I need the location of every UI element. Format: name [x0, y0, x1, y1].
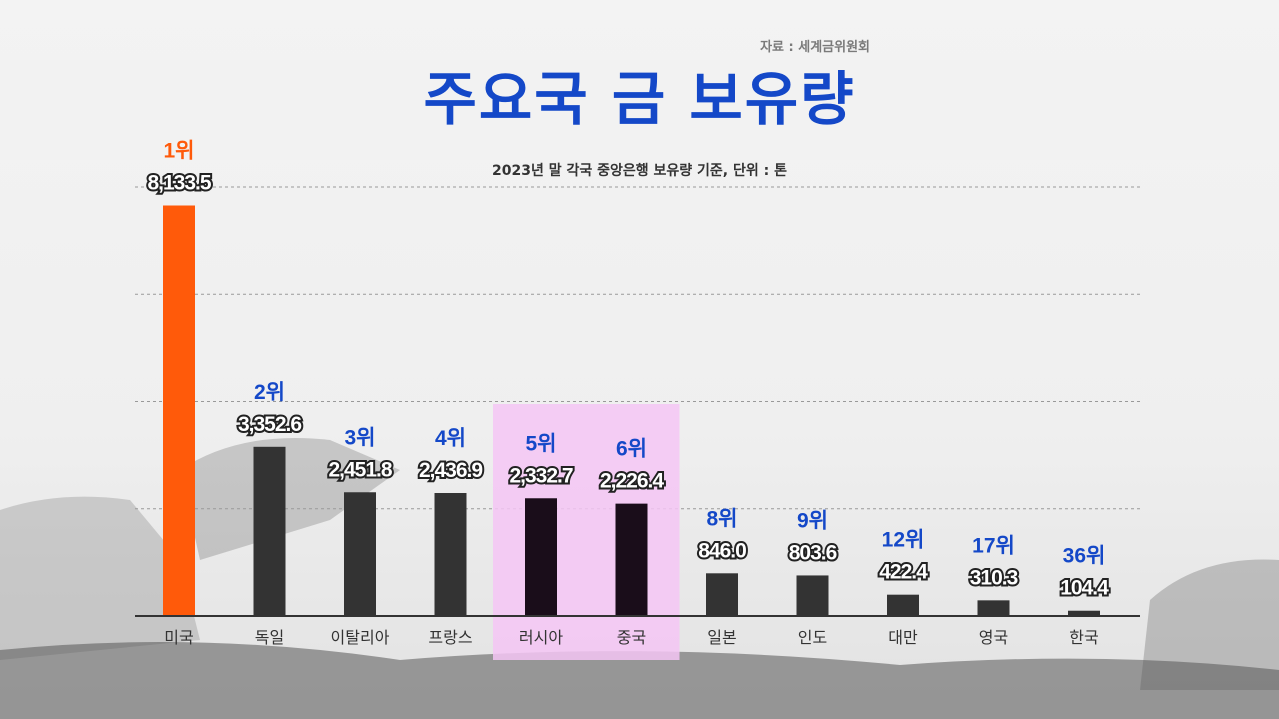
category-label: 프랑스 [428, 628, 472, 647]
category-label: 독일 [255, 628, 284, 647]
value-label: 3,352.6 [238, 413, 301, 436]
category-label: 러시아 [519, 628, 563, 647]
category-label: 일본 [707, 628, 736, 647]
highlight-region [493, 404, 680, 660]
bar-프랑스 [434, 493, 467, 616]
value-label: 8,133.5 [147, 171, 211, 194]
bar-러시아 [525, 498, 557, 616]
rank-label: 3위 [345, 426, 376, 449]
value-label: 803.6 [789, 541, 837, 564]
rank-label: 4위 [435, 427, 466, 450]
value-label: 2,451.8 [328, 458, 392, 481]
source-note: 자료 : 세계금위원회 [760, 40, 870, 55]
value-label: 2,226.4 [600, 470, 664, 493]
bar-인도 [796, 575, 829, 616]
category-label: 이탈리아 [331, 628, 390, 647]
bar-영국 [977, 600, 1010, 616]
category-label: 미국 [164, 628, 193, 647]
rank-label: 9위 [797, 509, 828, 532]
bar-한국 [1068, 610, 1100, 616]
bar-미국 [163, 205, 195, 616]
rank-label: 8위 [707, 507, 738, 530]
category-label: 중국 [617, 628, 646, 647]
category-label: 인도 [798, 628, 827, 647]
value-label: 104.4 [1060, 577, 1109, 600]
value-label: 2,436.9 [419, 459, 482, 482]
chart-title: 주요국 금 보유량 [423, 65, 856, 133]
chart-subtitle: 2023년 말 각국 중앙은행 보유량 기준, 단위 : 톤 [492, 163, 787, 179]
bar-이탈리아 [344, 492, 376, 616]
value-label: 422.4 [879, 561, 928, 584]
bar-일본 [706, 573, 738, 616]
rank-label: 5위 [526, 432, 557, 455]
rank-label: 36위 [1063, 545, 1106, 568]
value-label: 846.0 [698, 539, 746, 562]
category-label: 영국 [979, 628, 1008, 647]
value-label: 2,332.7 [509, 464, 572, 487]
rank-label: 17위 [972, 534, 1015, 557]
rank-label: 2위 [254, 381, 285, 404]
bar-대만 [887, 594, 919, 616]
bar-독일 [253, 446, 286, 616]
rank-label: 6위 [616, 438, 647, 461]
rank-label: 12위 [882, 529, 925, 552]
value-label: 310.3 [970, 566, 1018, 589]
category-label: 대만 [888, 628, 918, 647]
category-label: 한국 [1069, 628, 1098, 647]
rank-label: 1위 [164, 139, 195, 162]
bar-중국 [615, 503, 648, 616]
